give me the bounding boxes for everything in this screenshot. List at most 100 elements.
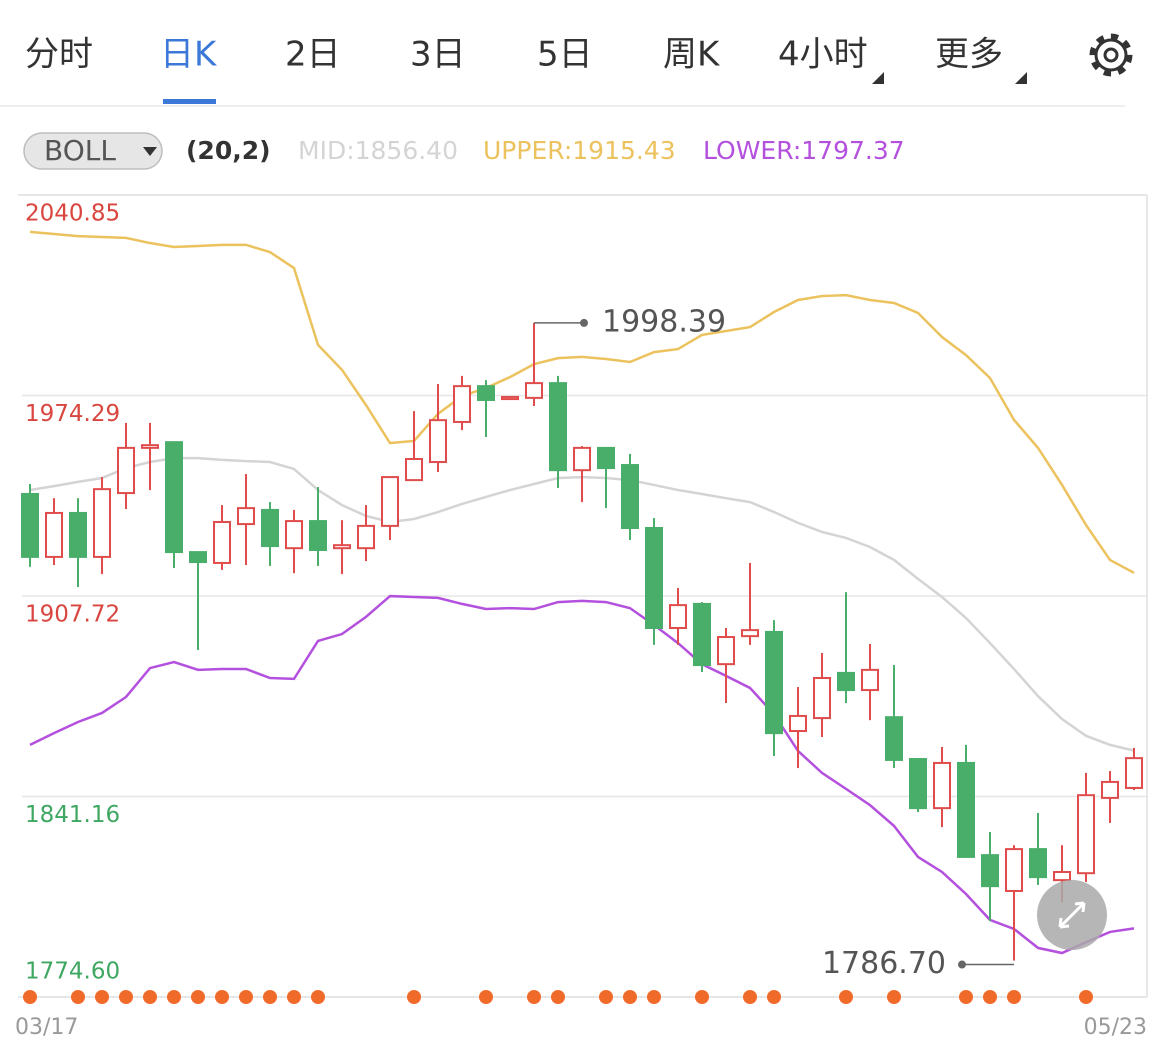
candle-body	[237, 507, 255, 526]
y-tick-label: 1907.72	[25, 602, 120, 628]
candle-body	[285, 520, 303, 550]
y-tick-label: 1841.16	[25, 802, 120, 828]
event-dot	[839, 990, 853, 1004]
y-tick-label: 1774.60	[25, 959, 120, 985]
tab-active[interactable]: 日K	[160, 35, 218, 75]
candle-body	[573, 446, 591, 472]
tab[interactable]: 4小时	[778, 35, 868, 75]
tab[interactable]: 2日	[285, 35, 341, 75]
event-dot	[527, 990, 541, 1004]
candle-body	[1125, 757, 1143, 789]
event-dot	[263, 990, 277, 1004]
gear-teeth	[1089, 33, 1133, 77]
annotation-dot	[958, 960, 966, 969]
candle-body	[837, 671, 855, 692]
candle-body	[117, 446, 135, 495]
candle-body	[405, 458, 423, 482]
event-dot	[599, 990, 613, 1004]
event-dot	[71, 990, 85, 1004]
annotation-label: 1786.70	[822, 946, 946, 981]
plot: 1774.60 1841.16 1907.72 1974.29 2040.85 03/17…	[15, 194, 1148, 1040]
candle-body	[717, 636, 735, 666]
event-dot	[239, 990, 253, 1004]
tab[interactable]: 更多	[935, 35, 1003, 75]
event-dot	[407, 990, 421, 1004]
candle-body	[861, 668, 879, 692]
candle-body	[165, 441, 183, 554]
event-dot	[95, 990, 109, 1004]
event-dot	[215, 990, 229, 1004]
candle-body	[597, 446, 615, 470]
event-dot	[1079, 990, 1093, 1004]
band-line	[29, 230, 1135, 574]
dropdown-corner	[1015, 72, 1027, 84]
candle-body	[1053, 870, 1071, 882]
event-dot	[887, 990, 901, 1004]
candle-body	[309, 520, 327, 551]
indicator-name: BOLL	[44, 134, 116, 167]
event-dot	[647, 990, 661, 1004]
y-tick-label: 1974.29	[25, 401, 120, 427]
tab-underline	[163, 99, 216, 104]
event-dot	[959, 990, 973, 1004]
event-dot	[623, 990, 637, 1004]
candle-body	[501, 395, 519, 401]
event-dot	[23, 990, 37, 1004]
event-dot	[551, 990, 565, 1004]
tab[interactable]: 5日	[537, 35, 593, 75]
candle-body	[189, 551, 207, 564]
candle-body	[621, 464, 639, 529]
candle-body	[813, 677, 831, 720]
candle-body	[381, 476, 399, 527]
candle-body	[141, 444, 159, 449]
candle-body	[453, 385, 471, 423]
event-dot	[311, 990, 325, 1004]
tab[interactable]: 3日	[410, 35, 466, 75]
candle-body	[261, 508, 279, 548]
dropdown-corner	[872, 72, 884, 84]
legend-entry: UPPER:1915.43	[483, 136, 676, 165]
x-tick-label: 05/23	[1084, 1015, 1147, 1040]
candle-body	[957, 761, 975, 858]
candle-body	[981, 854, 999, 888]
indicator-params: (20,2)	[186, 136, 271, 165]
candle-body	[45, 511, 63, 558]
candle-body	[333, 544, 351, 550]
candle-body	[1101, 780, 1119, 799]
event-dot	[743, 990, 757, 1004]
legend-entry: MID:1856.40	[298, 136, 458, 165]
candle-body	[357, 524, 375, 550]
candle-body	[789, 714, 807, 733]
candle-body	[93, 488, 111, 558]
tab[interactable]: 分时	[25, 35, 93, 75]
candle-body	[885, 716, 903, 761]
y-tick-label: 2040.85	[25, 201, 120, 227]
tab[interactable]: 周K	[663, 35, 721, 75]
event-dot	[191, 990, 205, 1004]
expand-icon	[1058, 901, 1086, 929]
candle-body	[645, 526, 663, 630]
candle-body	[1005, 848, 1023, 892]
candle-body	[477, 385, 495, 401]
candle-body	[213, 520, 231, 564]
indicator-bar: BOLL (20,2)	[23, 132, 271, 170]
settings-icon[interactable]	[1089, 33, 1133, 77]
event-dot	[119, 990, 133, 1004]
candle-body	[69, 511, 87, 558]
candle-body	[1029, 848, 1047, 879]
event-dot	[143, 990, 157, 1004]
candle-body	[933, 761, 951, 810]
event-dot	[695, 990, 709, 1004]
event-dot	[167, 990, 181, 1004]
event-dot	[983, 990, 997, 1004]
tab-bar: 分时 日K 2日 3日 5日 周K 4小时 更多	[0, 33, 1133, 107]
gear-hole	[1103, 47, 1119, 63]
expand-button[interactable]	[1037, 880, 1107, 950]
candle-body	[525, 382, 543, 399]
event-dot	[287, 990, 301, 1004]
indicator-select[interactable]	[23, 132, 163, 170]
candle-body	[693, 602, 711, 667]
candle-body	[909, 758, 927, 810]
